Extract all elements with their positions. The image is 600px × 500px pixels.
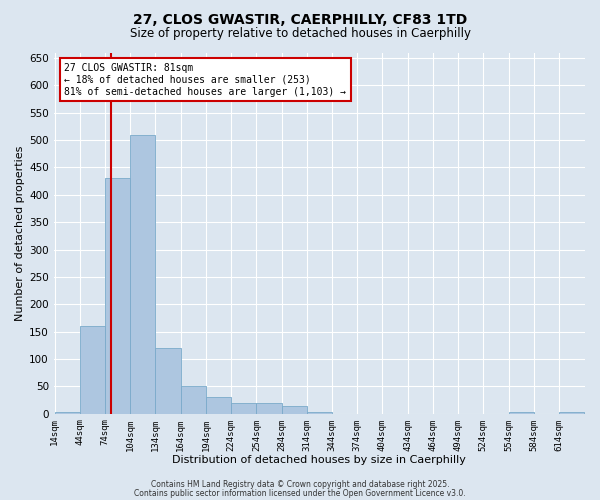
Text: Contains HM Land Registry data © Crown copyright and database right 2025.: Contains HM Land Registry data © Crown c… <box>151 480 449 489</box>
Bar <box>155 348 181 414</box>
Bar <box>281 406 307 413</box>
Text: 27, CLOS GWASTIR, CAERPHILLY, CF83 1TD: 27, CLOS GWASTIR, CAERPHILLY, CF83 1TD <box>133 12 467 26</box>
Bar <box>509 412 534 414</box>
Bar <box>256 403 281 413</box>
Bar <box>105 178 130 414</box>
Bar <box>181 386 206 413</box>
X-axis label: Distribution of detached houses by size in Caerphilly: Distribution of detached houses by size … <box>172 455 466 465</box>
Bar <box>130 134 155 413</box>
Text: Contains public sector information licensed under the Open Government Licence v3: Contains public sector information licen… <box>134 488 466 498</box>
Text: 27 CLOS GWASTIR: 81sqm
← 18% of detached houses are smaller (253)
81% of semi-de: 27 CLOS GWASTIR: 81sqm ← 18% of detached… <box>64 64 346 96</box>
Bar <box>55 412 80 414</box>
Bar <box>80 326 105 414</box>
Bar <box>307 412 332 414</box>
Bar <box>206 398 231 413</box>
Bar <box>231 403 256 413</box>
Y-axis label: Number of detached properties: Number of detached properties <box>15 146 25 321</box>
Text: Size of property relative to detached houses in Caerphilly: Size of property relative to detached ho… <box>130 28 470 40</box>
Bar <box>559 412 584 414</box>
